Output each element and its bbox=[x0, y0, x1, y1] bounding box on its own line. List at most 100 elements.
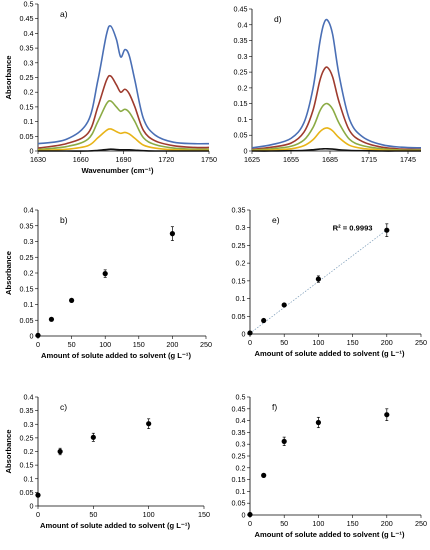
data-point bbox=[247, 330, 253, 336]
x-tick-label: 1750 bbox=[201, 155, 217, 164]
x-tick-label: 250 bbox=[415, 338, 427, 347]
x-tick-label: 150 bbox=[133, 340, 145, 349]
y-tick-label: 0.4 bbox=[24, 393, 34, 402]
y-tick-label: 0 bbox=[242, 511, 246, 520]
y-tick-label: 0.3 bbox=[236, 440, 246, 449]
y-tick-label: 0.25 bbox=[20, 433, 34, 442]
spectrum-line-1 bbox=[37, 25, 210, 145]
panel-e: 0 0.05 0.1 0.15 0.2 0.25 0.3 0.35 0 50 100 150 200 25… bbox=[232, 206, 428, 359]
data-point bbox=[169, 231, 175, 237]
data-point bbox=[90, 434, 96, 440]
x-tick-label: 0 bbox=[36, 510, 40, 519]
y-tick-label: 0 bbox=[244, 147, 248, 156]
data-point bbox=[57, 448, 63, 455]
y-axis-title: Absorbance bbox=[4, 430, 13, 474]
y-tick-label: 0 bbox=[30, 147, 34, 156]
data-point bbox=[146, 421, 152, 427]
r-squared-annotation: R² = 0.9993 bbox=[333, 224, 373, 233]
y-tick-label: 0.25 bbox=[232, 241, 246, 250]
y-tick-label: 0.35 bbox=[20, 406, 34, 415]
y-tick-label: 0.35 bbox=[20, 44, 34, 53]
x-tick-label: 50 bbox=[89, 510, 97, 519]
x-tick-label: 200 bbox=[381, 519, 393, 528]
panel-label: f) bbox=[272, 402, 277, 412]
y-axis-title: Absorbance bbox=[4, 56, 13, 100]
y-tick-label: 0.2 bbox=[238, 83, 248, 92]
x-axis-title: Amount of solute added to solvent (g L⁻¹… bbox=[255, 530, 405, 539]
y-tick-label: 0.4 bbox=[238, 20, 248, 29]
y-tick-label: 0.05 bbox=[20, 132, 34, 141]
x-tick-label: 150 bbox=[347, 338, 359, 347]
x-tick-label: 200 bbox=[166, 340, 178, 349]
panel-b: 0 0.05 0.1 0.15 0.2 0.25 0.3 0.35 0.4 0 50 100 150 20… bbox=[4, 206, 212, 361]
panel-d: 0 0.05 0.1 0.15 0.2 0.25 0.3 0.35 0.4 0.45 1625 165… bbox=[234, 5, 422, 164]
x-tick-label: 250 bbox=[415, 519, 427, 528]
y-tick-label: 0.5 bbox=[24, 0, 34, 9]
spectrum-line-5 bbox=[38, 148, 209, 152]
y-tick-label: 0.15 bbox=[232, 475, 246, 484]
y-tick-label: 0.2 bbox=[236, 259, 246, 268]
x-tick-label: 1655 bbox=[283, 155, 299, 164]
y-tick-label: 0.2 bbox=[236, 463, 246, 472]
panel-label: a) bbox=[60, 9, 68, 19]
x-axis-title: Amount of solute added to solvent (g L⁻¹… bbox=[255, 349, 405, 358]
x-tick-label: 1720 bbox=[158, 155, 174, 164]
y-tick-label: 0.05 bbox=[20, 316, 34, 325]
y-tick-label: 0.35 bbox=[20, 221, 34, 230]
panel-label: d) bbox=[274, 14, 282, 24]
data-point bbox=[384, 227, 390, 233]
panel-label: e) bbox=[272, 215, 280, 225]
y-tick-label: 0.35 bbox=[234, 36, 248, 45]
y-tick-label: 0.45 bbox=[232, 404, 246, 413]
y-tick-label: 0.05 bbox=[232, 499, 246, 508]
x-tick-label: 1625 bbox=[244, 155, 260, 164]
spectrum-line-3 bbox=[37, 99, 210, 151]
x-tick-label: 50 bbox=[280, 519, 288, 528]
x-tick-label: 100 bbox=[312, 338, 324, 347]
y-tick-label: 0.35 bbox=[232, 428, 246, 437]
x-axis-title: Wavenumber (cm⁻¹) bbox=[81, 166, 154, 175]
y-tick-label: 0.15 bbox=[20, 461, 34, 470]
y-tick-label: 0 bbox=[30, 332, 34, 341]
spectrum-line-2 bbox=[37, 74, 210, 149]
y-tick-label: 0.1 bbox=[24, 117, 34, 126]
data-point bbox=[48, 316, 55, 322]
y-tick-label: 0.25 bbox=[232, 452, 246, 461]
data-point bbox=[315, 276, 321, 282]
y-tick-label: 0.2 bbox=[24, 88, 34, 97]
x-tick-label: 1745 bbox=[400, 155, 416, 164]
data-point bbox=[35, 492, 41, 498]
x-tick-label: 150 bbox=[347, 519, 359, 528]
y-tick-label: 0.3 bbox=[236, 223, 246, 232]
y-tick-label: 0.45 bbox=[234, 5, 248, 14]
data-point bbox=[35, 332, 41, 338]
panel-label: b) bbox=[60, 215, 68, 225]
x-tick-label: 0 bbox=[248, 519, 252, 528]
spectrum-line-4 bbox=[37, 128, 210, 152]
data-point bbox=[281, 438, 287, 444]
x-tick-label: 1660 bbox=[73, 155, 89, 164]
data-point bbox=[247, 511, 253, 518]
x-tick-label: 1715 bbox=[361, 155, 377, 164]
data-point bbox=[69, 297, 75, 304]
y-tick-label: 0.4 bbox=[236, 416, 246, 425]
y-tick-label: 0.15 bbox=[20, 284, 34, 293]
y-tick-label: 0.15 bbox=[232, 276, 246, 285]
y-tick-label: 0.3 bbox=[24, 237, 34, 246]
y-tick-label: 0.1 bbox=[24, 474, 34, 483]
y-tick-label: 0.15 bbox=[20, 102, 34, 111]
y-tick-label: 0.15 bbox=[234, 99, 248, 108]
y-tick-label: 0.25 bbox=[20, 253, 34, 262]
data-point bbox=[102, 271, 108, 277]
y-tick-label: 0 bbox=[242, 330, 246, 339]
panel-c: 0 0.05 0.1 0.15 0.2 0.25 0.3 0.35 0.4 0 50 100 150 c)… bbox=[4, 393, 210, 531]
y-tick-label: 0.4 bbox=[24, 206, 34, 215]
data-point bbox=[281, 302, 287, 308]
spectrum-line-5 bbox=[251, 147, 421, 152]
x-tick-label: 1685 bbox=[322, 155, 338, 164]
x-tick-label: 0 bbox=[248, 338, 252, 347]
panel-f: 0 0.05 0.1 0.15 0.2 0.25 0.3 0.35 0.4 0.45 0.5 0 50 1… bbox=[232, 393, 428, 540]
y-tick-label: 0.05 bbox=[232, 312, 246, 321]
y-tick-label: 0.4 bbox=[24, 29, 34, 38]
